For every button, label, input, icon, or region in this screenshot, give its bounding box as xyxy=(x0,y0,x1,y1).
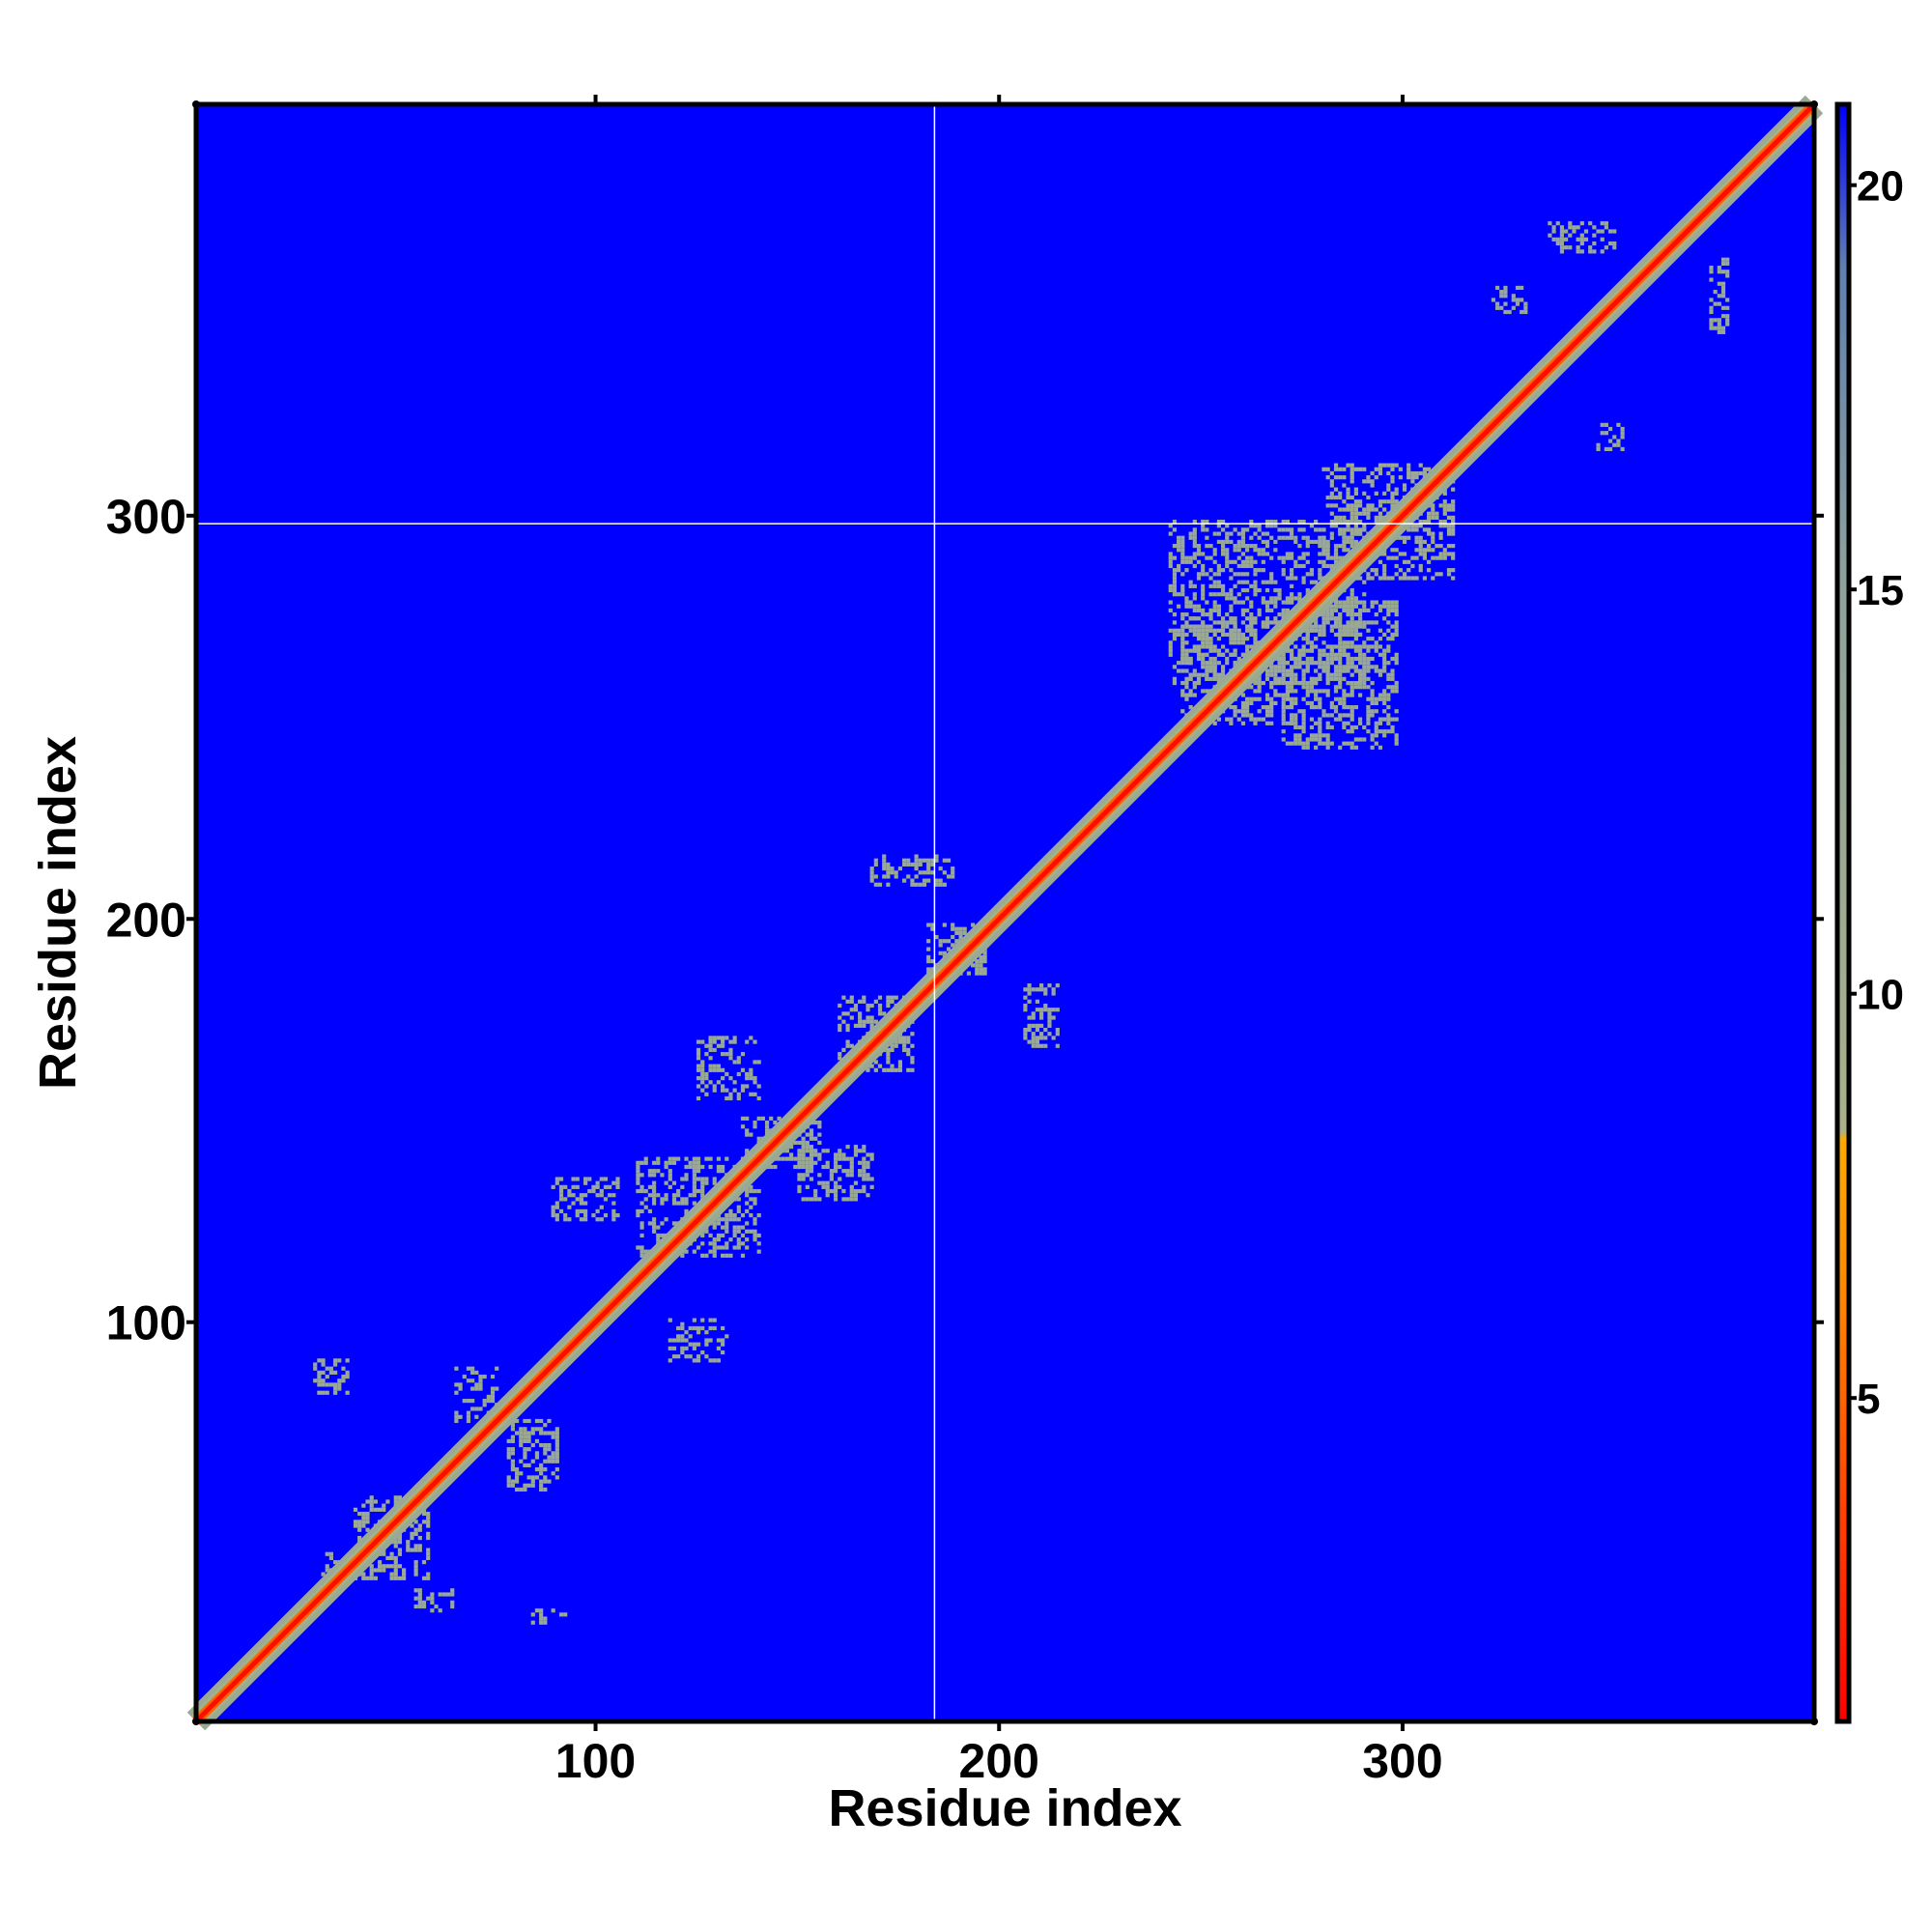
contact-region xyxy=(313,1358,350,1395)
y-axis-ticks: 100 200 300 xyxy=(106,100,1824,1725)
colorbar-gradient xyxy=(1834,101,1852,1724)
colorbar: 5 10 15 20 xyxy=(1834,101,1904,1724)
contact-region xyxy=(413,1588,455,1613)
corner-tick xyxy=(1810,100,1818,108)
corner-tick xyxy=(192,100,200,108)
diagonal-band xyxy=(194,102,1816,1723)
contact-region xyxy=(1548,221,1617,254)
y-axis-label: Residue index xyxy=(29,736,87,1090)
corner-tick xyxy=(1810,1718,1818,1725)
contact-region xyxy=(869,854,955,887)
x-tick-label: 200 xyxy=(959,1734,1039,1788)
x-tick-label: 100 xyxy=(555,1734,636,1788)
contact-region xyxy=(551,1177,620,1222)
colorbar-tick-label: 20 xyxy=(1857,163,1904,211)
y-tick-label: 300 xyxy=(106,490,186,544)
contact-region xyxy=(1491,285,1528,315)
heatmap-area xyxy=(186,95,1824,1731)
contact-region xyxy=(506,1418,559,1492)
contact-region xyxy=(1596,422,1625,452)
x-axis-label: Residue index xyxy=(828,1779,1181,1837)
contact-region xyxy=(668,1318,729,1363)
colorbar-tick-label: 10 xyxy=(1857,972,1904,1019)
contact-region xyxy=(530,1608,568,1625)
x-axis-ticks: 100 200 300 xyxy=(555,95,1443,1788)
reference-lines xyxy=(196,104,1814,1721)
contact-region xyxy=(1709,257,1730,334)
corner-tick xyxy=(192,1718,200,1725)
plot-frame xyxy=(193,101,1817,1724)
x-tick-label: 300 xyxy=(1362,1734,1442,1788)
y-tick-label: 100 xyxy=(106,1296,186,1350)
contact-region xyxy=(1281,600,1399,750)
colorbar-tick-label: 15 xyxy=(1857,567,1904,614)
y-tick-label: 200 xyxy=(106,893,186,947)
contact-region xyxy=(696,1036,761,1101)
colorbar-tick-label: 5 xyxy=(1857,1376,1880,1423)
contact-region xyxy=(1023,983,1060,1048)
